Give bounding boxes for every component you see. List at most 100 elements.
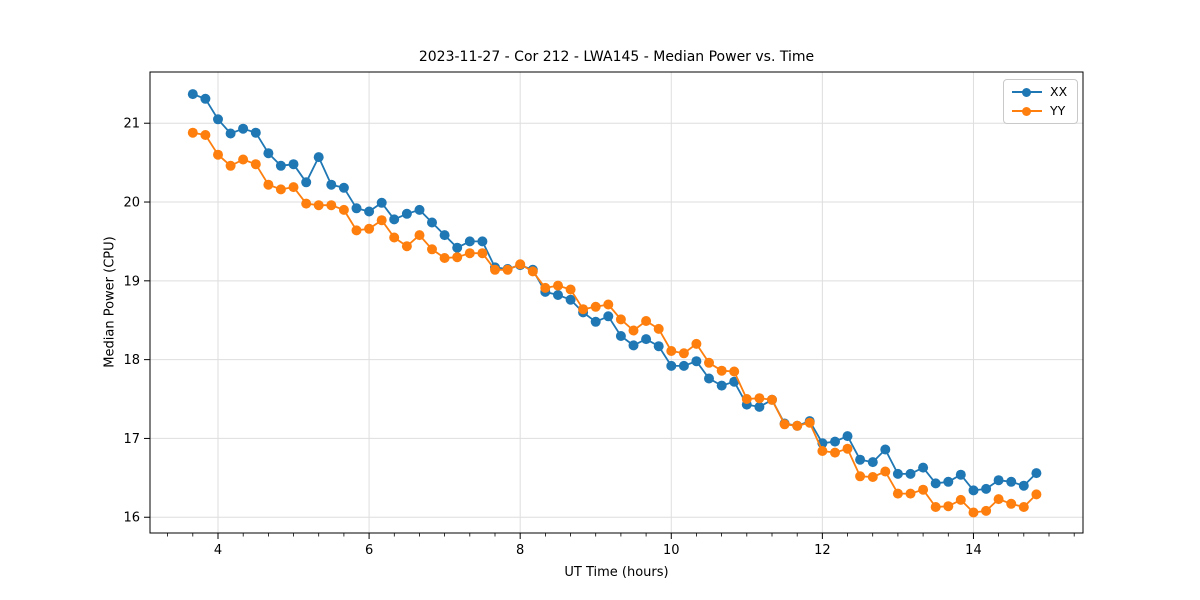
- data-point-xx: [1018, 480, 1029, 491]
- data-point-yy: [376, 215, 387, 226]
- data-point-xx: [943, 476, 954, 487]
- data-point-yy: [968, 507, 979, 518]
- data-point-yy: [918, 484, 929, 495]
- data-point-yy: [414, 230, 425, 241]
- data-point-yy: [993, 494, 1004, 505]
- data-point-yy: [615, 314, 626, 325]
- data-point-xx: [955, 469, 966, 480]
- data-point-xx: [830, 436, 840, 447]
- data-point-yy: [830, 447, 840, 458]
- data-point-yy: [301, 198, 312, 209]
- x-tick-label: 6: [365, 543, 373, 558]
- data-point-xx: [326, 179, 337, 190]
- data-point-xx: [615, 331, 626, 341]
- data-point-yy: [527, 266, 538, 277]
- data-point-xx: [867, 457, 878, 468]
- data-point-yy: [427, 244, 437, 255]
- legend-label: YY: [1050, 103, 1066, 118]
- data-point-xx: [288, 159, 299, 170]
- data-point-xx: [590, 316, 601, 327]
- x-tick-label: 4: [214, 543, 222, 558]
- data-point-xx: [376, 197, 387, 208]
- data-point-xx: [439, 230, 450, 241]
- data-point-yy: [401, 241, 412, 252]
- data-point-yy: [955, 494, 966, 505]
- x-tick-label: 8: [516, 543, 524, 558]
- data-point-xx: [1031, 468, 1042, 479]
- legend-item-xx: XX: [1012, 85, 1067, 99]
- data-point-yy: [590, 301, 601, 312]
- data-point-yy: [666, 346, 677, 356]
- data-point-xx: [918, 462, 929, 473]
- data-point-xx: [200, 93, 211, 104]
- data-point-xx: [301, 177, 312, 188]
- data-point-yy: [275, 184, 286, 195]
- data-point-yy: [754, 393, 765, 404]
- data-point-yy: [439, 253, 450, 263]
- y-tick-label: 21: [123, 117, 140, 132]
- data-point-yy: [716, 365, 727, 376]
- data-point-yy: [553, 280, 563, 291]
- data-point-yy: [578, 304, 589, 315]
- data-point-yy: [779, 419, 790, 430]
- data-point-xx: [880, 444, 891, 455]
- data-point-yy: [628, 325, 639, 336]
- y-tick-label: 20: [123, 196, 140, 211]
- y-tick-label: 18: [123, 353, 140, 368]
- data-point-yy: [200, 130, 211, 140]
- data-point-yy: [905, 488, 916, 499]
- data-point-yy: [678, 348, 689, 359]
- data-point-xx: [250, 127, 261, 138]
- data-point-xx: [238, 123, 249, 134]
- data-point-xx: [452, 242, 463, 253]
- data-point-xx: [968, 485, 979, 496]
- data-point-yy: [313, 200, 324, 211]
- data-point-yy: [804, 417, 815, 428]
- data-point-yy: [490, 264, 500, 275]
- data-point-yy: [1018, 502, 1029, 512]
- data-point-yy: [477, 248, 488, 259]
- data-point-yy: [338, 204, 349, 215]
- data-point-yy: [238, 154, 249, 165]
- data-point-xx: [401, 208, 412, 219]
- data-point-yy: [1031, 489, 1042, 500]
- data-point-xx: [666, 360, 677, 371]
- data-point-yy: [767, 394, 777, 405]
- legend-item-yy: YY: [1012, 104, 1067, 118]
- data-point-yy: [452, 252, 463, 263]
- data-point-yy: [213, 149, 223, 160]
- data-point-yy: [187, 127, 198, 138]
- data-point-xx: [187, 89, 198, 100]
- data-point-xx: [338, 182, 349, 193]
- data-point-xx: [653, 341, 664, 352]
- data-point-xx: [603, 311, 614, 322]
- data-point-xx: [1006, 476, 1017, 487]
- data-point-yy: [729, 366, 740, 377]
- data-point-xx: [389, 214, 400, 225]
- data-point-xx: [427, 217, 437, 228]
- legend-line-marker-icon: [1012, 87, 1042, 98]
- data-point-xx: [678, 360, 689, 371]
- data-point-xx: [263, 148, 274, 159]
- data-point-yy: [389, 232, 400, 243]
- data-point-yy: [842, 443, 853, 454]
- x-tick-label: 12: [814, 543, 831, 558]
- data-point-xx: [905, 468, 916, 479]
- data-point-yy: [792, 420, 803, 431]
- x-tick-label: 14: [965, 543, 982, 558]
- data-point-xx: [565, 294, 576, 305]
- data-point-xx: [351, 203, 362, 214]
- data-point-xx: [414, 204, 425, 215]
- data-point-yy: [691, 338, 702, 349]
- series-line-yy: [192, 131, 1038, 514]
- data-point-yy: [867, 472, 878, 482]
- y-tick-label: 19: [123, 274, 140, 289]
- data-point-yy: [464, 248, 475, 259]
- y-tick-label: 17: [123, 432, 140, 447]
- data-point-xx: [213, 114, 223, 125]
- data-point-xx: [553, 290, 563, 300]
- data-point-xx: [313, 152, 324, 163]
- data-point-yy: [1006, 498, 1017, 509]
- data-point-xx: [842, 431, 853, 442]
